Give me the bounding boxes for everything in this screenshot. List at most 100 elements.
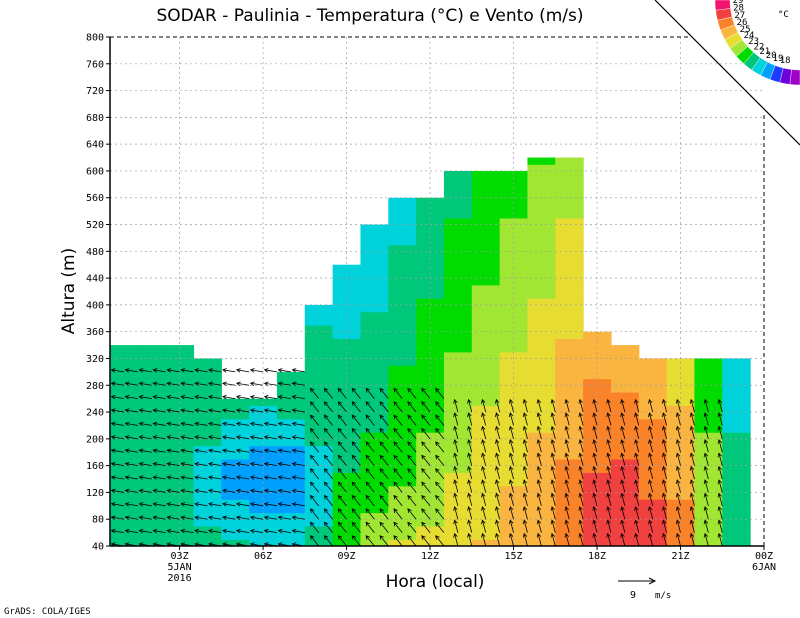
wind-vector [250, 422, 264, 426]
wind-vector-head [222, 515, 227, 520]
wind-vector-head [152, 488, 158, 494]
wind-vector [718, 533, 723, 546]
wind-vector [208, 530, 222, 533]
temperature-cell [471, 204, 501, 219]
wind-vector-head [351, 427, 357, 433]
temperature-cell [443, 525, 473, 540]
wind-vector-head [661, 479, 667, 485]
wind-vector-head [291, 461, 297, 467]
temperature-cell [499, 284, 529, 299]
temperature-cell [193, 472, 222, 487]
wind-vector [250, 463, 264, 467]
temperature-cell [360, 284, 389, 299]
wind-vector-head [481, 492, 486, 498]
wind-vector [421, 388, 431, 399]
wind-vector [565, 506, 570, 520]
wind-vector-head [508, 412, 514, 418]
wind-vector-head [277, 515, 283, 520]
wind-vector [649, 453, 654, 466]
wind-vector [676, 506, 681, 520]
wind-vector [324, 468, 333, 480]
wind-vector-head [453, 412, 458, 418]
wind-vector-head [379, 387, 384, 393]
wind-vector-head [407, 427, 412, 433]
temperature-cell [388, 338, 417, 353]
temperature-cell [610, 539, 640, 546]
temperature-cell [110, 458, 139, 473]
wind-vector-head [494, 492, 500, 498]
temperature-cell [249, 432, 278, 447]
wind-vector [468, 466, 473, 480]
wind-vector-head [606, 398, 611, 404]
wind-vector-head [407, 441, 412, 446]
wind-vector [607, 413, 612, 426]
temperature-cell [555, 432, 584, 447]
wind-vector [621, 506, 626, 520]
wind-vector [167, 489, 180, 493]
temperature-cell [610, 445, 640, 460]
temperature-cell [638, 378, 668, 393]
wind-vector-head [634, 439, 639, 444]
wind-vector-head [309, 441, 315, 446]
wind-vector [338, 401, 347, 413]
x-tick-year: 2016 [168, 573, 192, 584]
wind-vector [310, 481, 320, 493]
wind-vector [607, 479, 612, 493]
temperature-cell [527, 338, 556, 353]
temperature-cell [304, 304, 334, 313]
wind-vector-head [166, 515, 172, 520]
wind-vector-head [291, 488, 297, 494]
wind-vector [195, 369, 208, 373]
wind-vector [264, 516, 278, 520]
temperature-cell [527, 472, 556, 487]
wind-vector [167, 516, 180, 520]
wind-vector-head [291, 435, 297, 440]
wind-vector-head [453, 519, 458, 525]
wind-vector-head [222, 421, 227, 427]
wind-vector [421, 441, 431, 453]
wind-vector-head [166, 475, 172, 480]
temperature-cell [443, 418, 473, 433]
wind-vector [111, 476, 124, 480]
wind-vector [379, 535, 389, 546]
wind-vector-head [467, 398, 472, 404]
colorbar-level-label: 22 [753, 42, 764, 52]
temperature-cell [443, 472, 473, 487]
wind-vector-head [717, 452, 723, 458]
wind-vector [454, 493, 459, 506]
wind-vector [379, 468, 389, 480]
wind-vector [579, 453, 584, 466]
wind-vector [607, 399, 612, 413]
wind-vector [482, 466, 487, 480]
wind-vector [393, 455, 403, 466]
wind-vector-head [689, 532, 695, 538]
wind-vector-head [634, 519, 639, 525]
temperature-cell [499, 177, 529, 192]
wind-vector [509, 399, 514, 413]
wind-vector-head [365, 401, 371, 406]
wind-vector-head [309, 454, 315, 460]
wind-vector [649, 466, 654, 480]
x-tick-label: 21Z [671, 551, 689, 562]
wind-vector-head [675, 465, 681, 471]
wind-vector-head [124, 435, 130, 440]
wind-vector [393, 535, 403, 546]
wind-vector-head [717, 506, 723, 511]
wind-vector-head [110, 528, 116, 534]
wind-vector [222, 449, 236, 453]
wind-vector [649, 399, 654, 413]
wind-vector-head [550, 425, 556, 431]
wind-vector [468, 413, 473, 426]
wind-vector [222, 530, 236, 533]
wind-vector-head [235, 421, 241, 427]
temperature-cell [638, 391, 668, 406]
temperature-cell [499, 512, 529, 527]
wind-vector-head [152, 515, 158, 520]
wind-vector [167, 476, 180, 480]
wind-vector [495, 399, 501, 413]
temperature-cell [555, 164, 584, 179]
wind-vector [621, 493, 626, 506]
wind-vector-head [689, 519, 695, 525]
wind-vector [523, 493, 528, 506]
temperature-cell [443, 458, 473, 473]
